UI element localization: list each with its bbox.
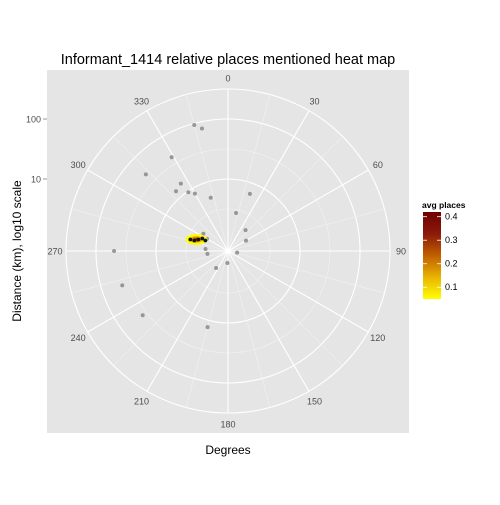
- data-point: [243, 228, 248, 233]
- legend-ticks: 0.1 0.2 0.3 0.4: [423, 212, 458, 292]
- radial-tick-labels: 10 100: [26, 115, 47, 185]
- grid-spoke-minor: [227, 136, 343, 252]
- angle-tick-label: 210: [134, 396, 149, 406]
- legend-title: avg places: [422, 200, 466, 210]
- angle-tick-label: 150: [307, 396, 322, 406]
- data-point: [199, 126, 204, 131]
- legend-tick-label: 0.1: [445, 282, 458, 292]
- angle-tick-label: 30: [309, 97, 319, 107]
- radial-tick-label: 10: [31, 175, 41, 185]
- grid-spoke-minor: [185, 94, 229, 252]
- data-point: [234, 211, 239, 216]
- data-point: [235, 250, 240, 255]
- angle-tick-label: 180: [220, 420, 235, 430]
- grid-spoke-minor: [227, 250, 385, 294]
- grid-spoke-major: [227, 250, 310, 392]
- angle-tick-label: 330: [134, 97, 149, 107]
- grid-spoke-major: [227, 169, 369, 252]
- data-point: [178, 181, 183, 186]
- grid-spoke-minor: [227, 94, 271, 252]
- data-point: [174, 189, 179, 194]
- grid-spoke-major: [227, 250, 369, 333]
- grid-spoke-major: [146, 250, 229, 392]
- legend-colorbar: [423, 212, 441, 299]
- data-point: [186, 190, 191, 195]
- legend-tick-label: 0.3: [445, 235, 458, 245]
- data-point: [112, 249, 117, 253]
- grid-spoke-major: [146, 110, 229, 252]
- data-point: [169, 155, 174, 160]
- angle-tick-label: 120: [370, 333, 385, 343]
- data-point: [203, 247, 208, 252]
- color-legend: avg places 0.1 0.2 0.3 0.4: [422, 200, 466, 299]
- data-point: [208, 195, 213, 200]
- grid-spoke-minor: [227, 250, 343, 366]
- grid-spoke-minor: [227, 250, 271, 408]
- x-axis-label: Degrees: [205, 443, 250, 457]
- angle-tick-label: 60: [373, 160, 383, 170]
- grid-spoke-minor: [185, 250, 229, 408]
- data-point: [225, 260, 230, 265]
- legend-tick-label: 0.2: [445, 259, 458, 269]
- data-point: [247, 191, 252, 196]
- data-point: [140, 313, 145, 318]
- grid-spoke-minor: [113, 136, 229, 252]
- heat-cluster-core: [188, 235, 205, 244]
- heat-cluster-point: [192, 238, 197, 243]
- grid-layer: [65, 88, 391, 414]
- grid-spoke-minor: [71, 250, 229, 294]
- data-point: [205, 251, 210, 256]
- angle-tick-labels: 0 30 60 90 120 150 180 210 240 270 300 330: [47, 74, 406, 430]
- data-point: [192, 123, 197, 128]
- data-point: [143, 172, 148, 177]
- heat-cluster-point: [188, 237, 193, 242]
- points-layer: [112, 123, 252, 330]
- heat-cluster-point: [203, 238, 208, 243]
- radial-tick-label: 100: [26, 115, 41, 125]
- angle-tick-label: 270: [47, 247, 62, 257]
- data-point: [192, 191, 197, 196]
- grid-spoke-major: [87, 250, 229, 333]
- heat-cluster-point: [200, 236, 205, 241]
- angle-tick-label: 300: [71, 160, 86, 170]
- chart-title: Informant_1414 relative places mentioned…: [61, 52, 396, 68]
- grid-spoke-minor: [227, 208, 385, 252]
- data-point: [214, 266, 219, 271]
- data-point: [120, 283, 125, 288]
- data-point: [201, 231, 206, 236]
- heat-cluster-point: [196, 237, 201, 242]
- angle-tick-label: 240: [71, 333, 86, 343]
- data-point: [205, 325, 210, 330]
- y-axis-label: Distance (km), log10 scale: [10, 180, 24, 322]
- grid-spoke-major: [227, 110, 310, 252]
- angle-tick-label: 0: [225, 74, 230, 84]
- data-point: [243, 238, 248, 243]
- grid-spoke-minor: [113, 250, 229, 366]
- legend-tick-label: 0.4: [445, 212, 458, 222]
- angle-tick-label: 90: [396, 247, 406, 257]
